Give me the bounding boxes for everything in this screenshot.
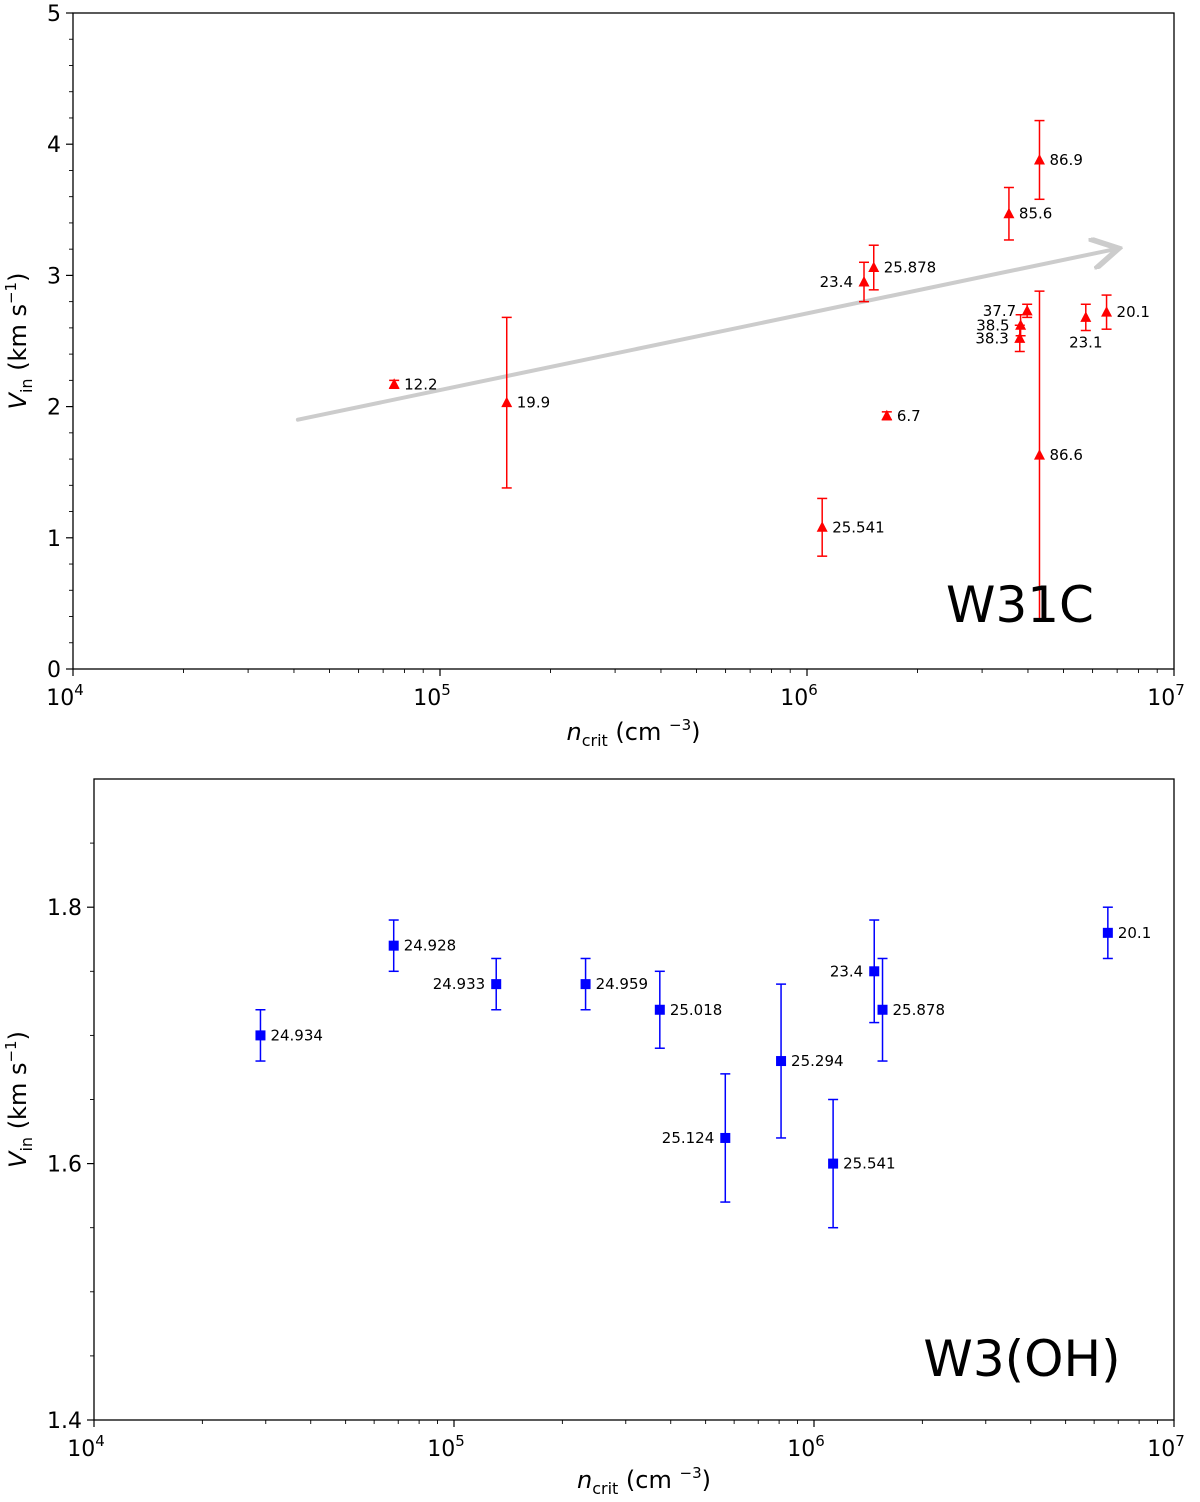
chart1-point-label: 24.928: [404, 937, 457, 955]
chart0-trend-arrow: [295, 249, 1115, 422]
chart0-y-tick-label: 1: [47, 527, 61, 552]
chart0-data-point: [1021, 304, 1033, 316]
chart1-y-axis-label: Vin (km s−1): [2, 1031, 36, 1168]
chart0-point-label: 38.5: [976, 316, 1009, 334]
chart1-point-label: 25.124: [662, 1129, 715, 1147]
chart1-data-point: [869, 966, 880, 977]
chart0-point-label: 12.2: [404, 375, 437, 393]
chart0-point-label: 20.1: [1117, 303, 1150, 321]
chart1-point-label: 24.933: [433, 975, 486, 993]
chart1-x-axis-label: ncrit (cm −3): [577, 1464, 711, 1498]
chart0-point-label: 23.4: [820, 273, 853, 291]
w3oh-panel: 104 105 106 107 1.4 1.6 1.8 ncrit (cm −3) Vin (k…: [2, 778, 1185, 1498]
chart0-data-point: [816, 521, 828, 532]
chart1-data-point: [388, 940, 399, 951]
chart0-data-point: [1003, 207, 1015, 219]
chart1-point-label: 25.541: [843, 1155, 896, 1173]
chart0-y-tick-label: 0: [47, 658, 61, 683]
chart0-x-axis-label: ncrit (cm −3): [566, 716, 700, 750]
chart0-point-label: 23.1: [1069, 333, 1102, 351]
chart1-data-point: [654, 1004, 665, 1015]
chart1-panel-label: W3(OH): [923, 1330, 1120, 1388]
chart1-y-tick-label: 1.6: [47, 1153, 82, 1178]
chart1-point-label: 25.294: [791, 1052, 844, 1070]
chart1-data-point: [877, 1004, 888, 1015]
chart1-point-label: 24.934: [270, 1026, 323, 1044]
chart0-panel-label: W31C: [946, 576, 1094, 634]
chart0-point-label: 6.7: [897, 407, 921, 425]
chart1-point-label: 23.4: [830, 962, 863, 980]
chart0-data-point: [1101, 306, 1113, 317]
chart0-axes-frame: [72, 12, 1175, 670]
chart1-y-tick-label: 1.8: [47, 896, 82, 921]
chart1-x-tick-label: 105: [427, 1432, 465, 1462]
chart1-point-label: 20.1: [1118, 924, 1151, 942]
chart0-x-tick-label: 105: [413, 681, 451, 711]
chart0-point-label: 38.3: [975, 329, 1008, 347]
chart1-axes-frame: [93, 778, 1175, 1421]
chart0-data-point: [868, 261, 880, 273]
chart1-point-label: 25.018: [670, 1001, 723, 1019]
chart1-x-tick-label: 104: [67, 1432, 105, 1462]
chart0-x-tick-label: 106: [780, 681, 818, 711]
chart0-data-point: [1015, 319, 1027, 330]
chart1-point-label: 25.878: [893, 1001, 946, 1019]
chart0-x-tick-label: 104: [46, 681, 84, 711]
chart0-data-point: [1014, 332, 1026, 343]
chart0-y-tick-label: 5: [47, 2, 61, 27]
chart0-point-label: 25.541: [832, 518, 885, 536]
w31c-panel: 104 105 106 107 0 1 2 3 4 5 ncrit (cm −3) Vin (km s…: [2, 2, 1185, 750]
chart0-y-tick-label: 2: [47, 396, 61, 421]
chart0-data-point: [1033, 449, 1045, 460]
chart1-data-point: [828, 1158, 839, 1169]
chart1-data-point: [720, 1132, 731, 1143]
chart1-data-point: [1102, 927, 1113, 938]
chart1-x-tick-label: 106: [787, 1432, 825, 1462]
chart0-point-label: 86.6: [1049, 446, 1082, 464]
chart0-y-tick-label: 4: [47, 133, 61, 158]
chart0-data-point: [858, 275, 870, 287]
chart0-data-point: [1080, 311, 1092, 322]
chart1-point-label: 24.959: [596, 975, 649, 993]
chart0-y-tick-label: 3: [47, 264, 61, 289]
chart0-x-tick-label: 107: [1147, 681, 1185, 711]
chart0-data-point: [501, 396, 513, 408]
chart1-data-point: [255, 1030, 266, 1041]
chart1-x-tick-label: 107: [1147, 1432, 1185, 1462]
chart0-data-point: [881, 409, 893, 421]
chart0-point-label: 37.7: [983, 302, 1016, 320]
chart1-data-point: [580, 979, 591, 990]
chart0-data-point: [1033, 153, 1045, 165]
chart1-y-tick-label: 1.4: [47, 1409, 82, 1434]
chart0-point-label: 85.6: [1019, 205, 1052, 223]
chart0-point-label: 25.878: [884, 259, 937, 277]
chart1-data-point: [491, 979, 502, 990]
chart0-y-axis-label: Vin (km s−1): [2, 273, 36, 410]
chart0-data-point: [388, 378, 400, 389]
chart0-point-label: 19.9: [517, 394, 550, 412]
chart0-point-label: 86.9: [1049, 151, 1082, 169]
chart1-data-point: [776, 1056, 787, 1067]
